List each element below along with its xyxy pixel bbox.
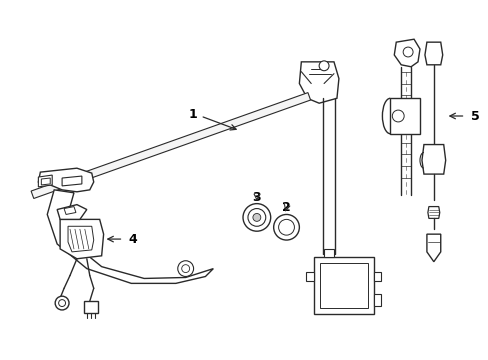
Polygon shape	[60, 219, 103, 259]
Polygon shape	[305, 271, 314, 282]
Circle shape	[252, 213, 260, 221]
Circle shape	[178, 261, 193, 276]
Polygon shape	[389, 98, 419, 134]
Polygon shape	[62, 176, 81, 186]
Circle shape	[55, 296, 69, 310]
Polygon shape	[41, 178, 50, 185]
Polygon shape	[373, 271, 381, 282]
Polygon shape	[83, 301, 98, 313]
Polygon shape	[393, 39, 419, 67]
Circle shape	[243, 204, 270, 231]
Polygon shape	[424, 42, 442, 65]
Polygon shape	[314, 257, 373, 314]
Polygon shape	[426, 234, 440, 262]
Polygon shape	[64, 207, 76, 215]
Polygon shape	[68, 226, 94, 252]
Polygon shape	[38, 168, 94, 192]
Circle shape	[247, 208, 265, 226]
Circle shape	[59, 300, 65, 306]
Circle shape	[273, 215, 299, 240]
Polygon shape	[38, 175, 52, 187]
Text: 5: 5	[470, 109, 479, 122]
Text: 1: 1	[188, 108, 197, 121]
Circle shape	[402, 47, 412, 57]
Polygon shape	[421, 145, 445, 174]
Polygon shape	[299, 62, 338, 103]
Text: 3: 3	[252, 191, 261, 204]
Polygon shape	[373, 294, 381, 306]
Circle shape	[319, 61, 328, 71]
Polygon shape	[57, 204, 87, 219]
Circle shape	[278, 219, 294, 235]
Polygon shape	[320, 263, 367, 308]
Polygon shape	[324, 249, 333, 257]
Circle shape	[182, 265, 189, 273]
Circle shape	[391, 110, 404, 122]
Text: 2: 2	[282, 201, 290, 214]
Polygon shape	[427, 207, 439, 219]
Text: 4: 4	[129, 233, 137, 246]
Polygon shape	[31, 93, 310, 198]
Polygon shape	[47, 190, 213, 283]
